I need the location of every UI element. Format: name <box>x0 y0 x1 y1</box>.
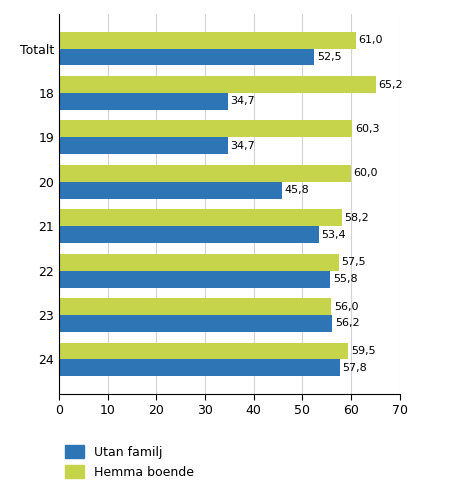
Bar <box>59 76 376 93</box>
Bar <box>59 343 349 360</box>
Text: 61,0: 61,0 <box>358 35 383 45</box>
Bar <box>59 254 339 271</box>
Text: 65,2: 65,2 <box>379 80 403 89</box>
Text: 60,0: 60,0 <box>353 168 378 179</box>
Text: 45,8: 45,8 <box>284 185 309 195</box>
Text: 52,5: 52,5 <box>317 52 341 62</box>
Text: 57,5: 57,5 <box>341 257 366 267</box>
Bar <box>59 182 282 199</box>
Bar <box>59 271 331 288</box>
Text: 56,2: 56,2 <box>335 319 360 328</box>
Bar <box>59 120 352 137</box>
Bar <box>59 32 356 48</box>
Text: 34,7: 34,7 <box>230 96 255 107</box>
Bar <box>59 298 331 315</box>
Bar <box>59 360 340 376</box>
Text: 57,8: 57,8 <box>343 363 367 373</box>
Bar <box>59 48 314 65</box>
Bar <box>59 137 228 154</box>
Text: 58,2: 58,2 <box>345 213 369 223</box>
Bar <box>59 209 342 226</box>
Text: 59,5: 59,5 <box>351 346 375 356</box>
Text: 53,4: 53,4 <box>321 229 346 240</box>
Bar <box>59 165 351 182</box>
Bar <box>59 315 332 332</box>
Bar <box>59 93 228 110</box>
Text: 56,0: 56,0 <box>334 301 358 312</box>
Text: 34,7: 34,7 <box>230 141 255 151</box>
Text: 60,3: 60,3 <box>355 124 379 134</box>
Bar <box>59 226 319 243</box>
Text: 55,8: 55,8 <box>333 274 357 284</box>
Legend: Utan familj, Hemma boende: Utan familj, Hemma boende <box>65 445 194 479</box>
